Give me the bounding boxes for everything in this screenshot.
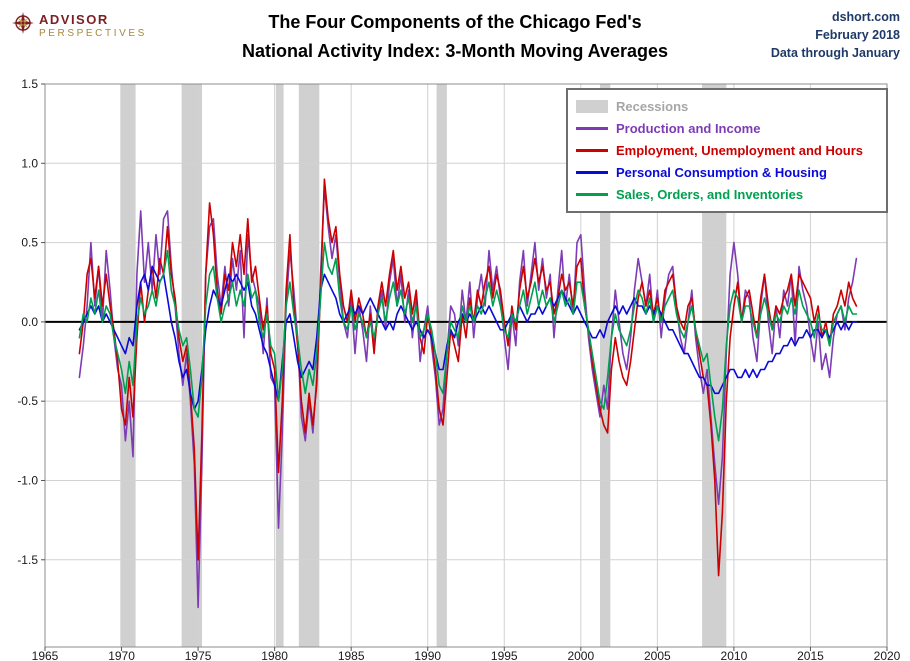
svg-text:1.5: 1.5 (21, 77, 38, 91)
svg-text:2000: 2000 (567, 649, 594, 661)
legend-item-sales-orders: Sales, Orders, and Inventories (576, 183, 876, 205)
blue-line-swatch (576, 170, 608, 174)
svg-text:1990: 1990 (414, 649, 441, 661)
source-note: Data through January (770, 46, 900, 60)
legend-item-recessions: Recessions (576, 95, 876, 117)
advisor-perspectives-logo: ADVISOR PERSPECTIVES (12, 12, 147, 39)
source-date: February 2018 (815, 28, 900, 42)
recession-swatch (576, 99, 608, 113)
source-block: dshort.com February 2018 Data through Ja… (771, 8, 900, 62)
svg-text:2015: 2015 (797, 649, 824, 661)
legend-item-employment: Employment, Unemployment and Hours (576, 139, 876, 161)
legend-label-recessions: Recessions (616, 98, 689, 114)
svg-text:-1.5: -1.5 (17, 553, 38, 567)
legend-label-sales-orders: Sales, Orders, and Inventories (616, 186, 804, 202)
logo-advisor-text: ADVISOR (39, 12, 109, 27)
svg-text:1965: 1965 (32, 649, 59, 661)
svg-text:1985: 1985 (338, 649, 365, 661)
svg-text:1980: 1980 (261, 649, 288, 661)
legend-item-consumption-housing: Personal Consumption & Housing (576, 161, 876, 183)
svg-text:1995: 1995 (491, 649, 518, 661)
legend-label-production-income: Production and Income (616, 120, 761, 136)
svg-text:1975: 1975 (185, 649, 212, 661)
svg-text:2005: 2005 (644, 649, 671, 661)
legend-label-employment: Employment, Unemployment and Hours (616, 142, 864, 158)
legend-item-production-income: Production and Income (576, 117, 876, 139)
svg-text:0.5: 0.5 (21, 236, 38, 250)
svg-text:1.0: 1.0 (21, 156, 38, 170)
red-line-swatch (576, 148, 608, 152)
green-line-swatch (576, 192, 608, 196)
logo-perspectives-text: PERSPECTIVES (39, 28, 147, 39)
legend: Recessions Production and Income Employm… (566, 88, 888, 213)
svg-text:0.0: 0.0 (21, 315, 38, 329)
source-site: dshort.com (831, 10, 900, 24)
svg-text:2010: 2010 (721, 649, 748, 661)
legend-label-consumption-housing: Personal Consumption & Housing (616, 164, 827, 180)
svg-text:1970: 1970 (108, 649, 135, 661)
compass-icon (12, 12, 34, 39)
purple-line-swatch (576, 126, 608, 130)
svg-text:-1.0: -1.0 (17, 473, 38, 487)
svg-text:-0.5: -0.5 (17, 394, 38, 408)
svg-text:2020: 2020 (874, 649, 901, 661)
